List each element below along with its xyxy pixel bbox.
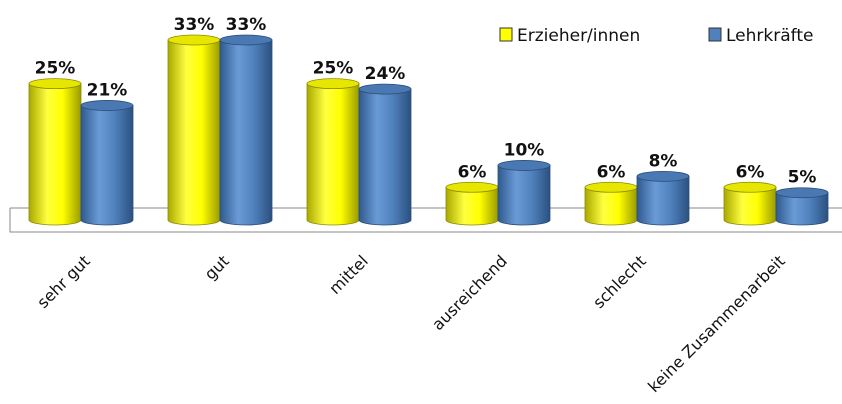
bar — [219, 34, 273, 226]
bar — [775, 187, 829, 226]
legend-label-series-1: Erzieher/innen — [517, 26, 640, 46]
data-label: 25% — [35, 59, 76, 79]
data-label: 5% — [788, 168, 817, 188]
bar — [723, 181, 777, 226]
data-label: 33% — [226, 15, 267, 35]
data-label: 6% — [736, 162, 765, 182]
bar — [636, 170, 690, 226]
data-label: 10% — [504, 140, 545, 160]
plot-floor — [9, 207, 842, 233]
category-label: mittel — [325, 251, 372, 298]
bar — [497, 160, 551, 226]
bar — [167, 34, 221, 226]
legend-swatch-series-1 — [499, 27, 513, 42]
category-label: keine Zusammenarbeit — [644, 251, 789, 396]
value-labels-layer: 25% 21% 33% 33% 25% 24% 6% 10% 6% 8% 6% 5% — [35, 15, 817, 188]
category-label: ausreichend — [428, 251, 511, 334]
category-label: sehr gut — [33, 251, 94, 312]
data-label: 6% — [458, 162, 487, 182]
data-label: 6% — [597, 162, 626, 182]
bar — [358, 83, 412, 226]
bars-layer — [28, 34, 829, 226]
category-labels-layer: sehr gut gut mittel ausreichend schlechtkein… — [33, 251, 789, 396]
data-label: 25% — [313, 59, 354, 79]
bar — [306, 78, 360, 226]
bar — [80, 100, 134, 226]
data-label: 24% — [365, 64, 406, 84]
data-label: 33% — [174, 15, 215, 35]
legend: Erzieher/innen Lehrkräfte — [499, 26, 813, 46]
data-label: 8% — [649, 151, 678, 171]
legend-label-series-2: Lehrkräfte — [726, 26, 813, 46]
data-label: 21% — [87, 80, 128, 100]
category-label: gut — [201, 251, 233, 283]
bar — [584, 181, 638, 226]
category-label: schlecht — [589, 251, 650, 312]
bar — [28, 78, 82, 226]
bar — [445, 181, 499, 226]
legend-swatch-series-2 — [708, 27, 722, 42]
